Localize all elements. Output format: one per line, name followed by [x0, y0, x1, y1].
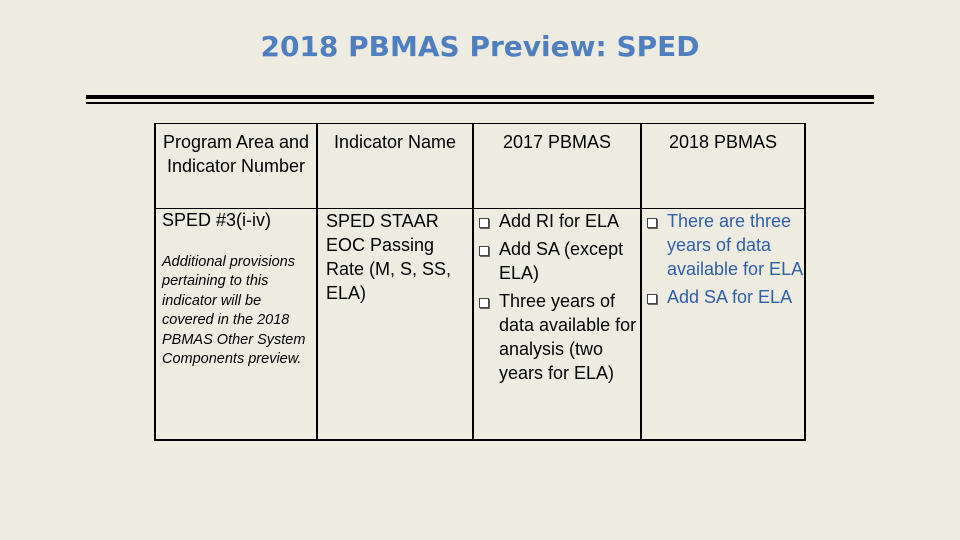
header-2018-pbmas: 2018 PBMAS [640, 123, 806, 209]
table-header-row: Program Area and Indicator Number Indica… [154, 123, 806, 209]
cell-indicator-name: SPED STAAR EOC Passing Rate (M, S, SS, E… [316, 208, 474, 441]
table-row: SPED #3(i-iv) Additional provisions pert… [154, 208, 806, 441]
list-item: Add SA (except ELA) [474, 237, 640, 285]
indicator-name-value: SPED STAAR EOC Passing Rate (M, S, SS, E… [326, 211, 452, 303]
pbmas-table: Program Area and Indicator Number Indica… [154, 123, 806, 441]
header-program-area: Program Area and Indicator Number [154, 123, 318, 209]
header-2017-pbmas: 2017 PBMAS [472, 123, 642, 209]
checkbox-square-icon [479, 246, 489, 256]
program-area-value: SPED #3(i-iv) [162, 210, 272, 230]
list-item: Add SA for ELA [642, 285, 804, 309]
cell-2017-pbmas: Add RI for ELA Add SA (except ELA) Three… [472, 208, 642, 441]
cell-2018-pbmas: There are three years of data available … [640, 208, 806, 441]
list-item: Add RI for ELA [474, 209, 640, 233]
pbmas-2018-list: There are three years of data available … [642, 209, 804, 309]
checkbox-square-icon [479, 218, 489, 228]
slide-title: 2018 PBMAS Preview: SPED [260, 30, 700, 63]
cell-program-area: SPED #3(i-iv) Additional provisions pert… [154, 208, 318, 441]
pbmas-2017-list: Add RI for ELA Add SA (except ELA) Three… [474, 209, 640, 385]
checkbox-square-icon [647, 218, 657, 228]
checkbox-square-icon [479, 298, 489, 308]
list-item: Three years of data available for analys… [474, 289, 640, 385]
list-item: There are three years of data available … [642, 209, 804, 281]
title-rule-thick [86, 95, 874, 99]
additional-provisions-note: Additional provisions pertaining to this… [162, 254, 306, 368]
header-indicator-name: Indicator Name [316, 123, 474, 209]
checkbox-square-icon [647, 294, 657, 304]
title-rule-thin [86, 102, 874, 104]
